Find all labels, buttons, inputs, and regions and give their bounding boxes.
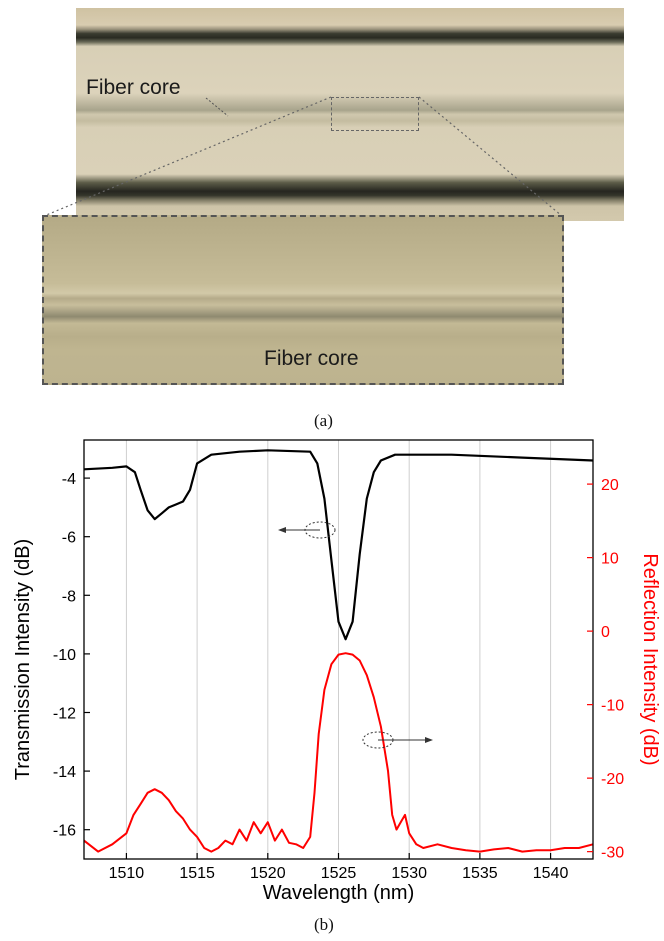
panel-a-caption: (a) (314, 411, 333, 430)
y-tick-label-right: -30 (601, 845, 624, 862)
fiber-micrograph (76, 8, 624, 221)
y-axis-label-right: Reflection Intensity (dB) (639, 553, 661, 765)
zoomed-micrograph (42, 215, 564, 385)
y-tick-label-left: -8 (62, 588, 76, 605)
zoom-region-box (331, 97, 419, 131)
x-tick-label: 1510 (109, 865, 145, 882)
x-axis-label: Wavelength (nm) (263, 882, 415, 904)
grid-lines (125, 440, 552, 859)
y-tick-label-right: -20 (601, 771, 624, 788)
y-tick-label-left: -6 (62, 530, 76, 547)
y-tick-label-right: -10 (601, 698, 624, 715)
tick-layer: 1510 1515 1520 1525 1530 1535 1540 -16 -14 -12 -10… (53, 471, 624, 882)
fiber-core-label-inset: Fiber core (264, 347, 359, 370)
y-tick-label-left: -12 (53, 705, 76, 722)
y-tick-label-left: -16 (53, 823, 76, 840)
x-tick-label: 1530 (391, 865, 427, 882)
x-tick-label: 1540 (533, 865, 569, 882)
x-tick-label: 1520 (250, 865, 286, 882)
spectrum-chart: 1510 1515 1520 1525 1530 1535 1540 -16 -14 -12 -10… (12, 439, 661, 904)
reflection-line (83, 652, 594, 853)
y-tick-label-right: 20 (601, 477, 619, 494)
transmission-arrowhead (278, 527, 286, 533)
annotation-layer (278, 521, 433, 749)
x-tick-label: 1535 (462, 865, 498, 882)
reflection-arrowhead (425, 737, 433, 743)
y-tick-label-left: -14 (53, 764, 76, 781)
y-tick-label-right: 10 (601, 551, 619, 568)
x-tick-label: 1515 (179, 865, 215, 882)
y-tick-label-right: 0 (601, 624, 610, 641)
y-axis-label-left: Transmission Intensity (dB) (12, 539, 34, 781)
transmission-line (83, 449, 594, 641)
y-tick-label-left: -4 (62, 471, 76, 488)
panel-b-caption: (b) (314, 915, 334, 934)
series-layer (83, 449, 594, 853)
fiber-core-label-top: Fiber core (86, 76, 181, 99)
y-tick-label-left: -10 (53, 647, 76, 664)
x-tick-label: 1525 (321, 865, 357, 882)
